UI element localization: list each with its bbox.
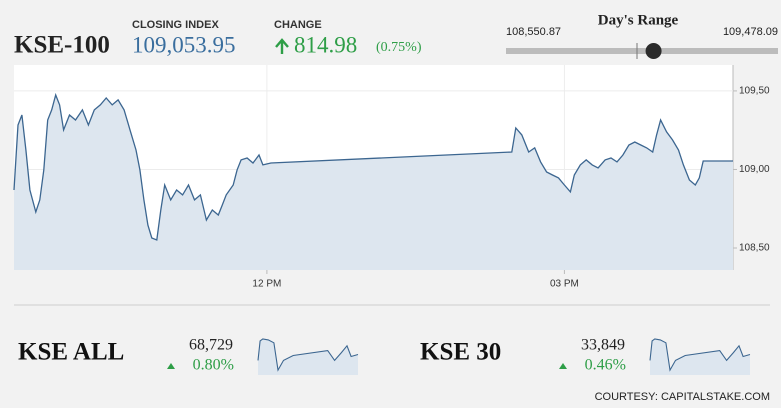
courtesy: COURTESY: CAPITALSTAKE.COM — [595, 391, 770, 403]
index-change: 0.46% — [585, 357, 626, 374]
area — [258, 338, 358, 375]
range-title: Day's Range — [598, 12, 679, 28]
range-high: 109,478.09 — [723, 26, 778, 38]
index-name: KSE ALL — [18, 339, 124, 366]
area — [650, 338, 750, 375]
closing-label: CLOSING INDEX — [132, 19, 219, 31]
x-tick-label: 03 PM — [550, 279, 579, 290]
y-tick-label: 109,00 — [739, 164, 770, 175]
up-triangle — [167, 363, 175, 369]
y-tick-label: 108,50 — [739, 243, 770, 254]
up-arrow — [275, 38, 289, 54]
line — [13, 92, 733, 241]
line — [649, 338, 751, 372]
up-triangle — [559, 363, 567, 369]
change-value: 814.98 — [294, 32, 357, 57]
closing-value: 109,053.95 — [132, 32, 236, 57]
index-name: KSE-100 — [14, 32, 110, 59]
change-label: CHANGE — [274, 19, 322, 31]
x-tick-label: 12 PM — [252, 279, 281, 290]
area — [14, 95, 733, 270]
change-pct: (0.75%) — [376, 40, 422, 55]
line — [257, 338, 359, 372]
index-change: 0.80% — [193, 357, 234, 374]
index-name: KSE 30 — [420, 339, 501, 366]
range-track — [506, 48, 778, 54]
range-marker — [645, 43, 662, 59]
index-value: 33,849 — [581, 337, 625, 354]
index-value: 68,729 — [189, 337, 233, 354]
range-low: 108,550.87 — [506, 26, 561, 38]
y-tick-label: 109,50 — [739, 86, 770, 97]
